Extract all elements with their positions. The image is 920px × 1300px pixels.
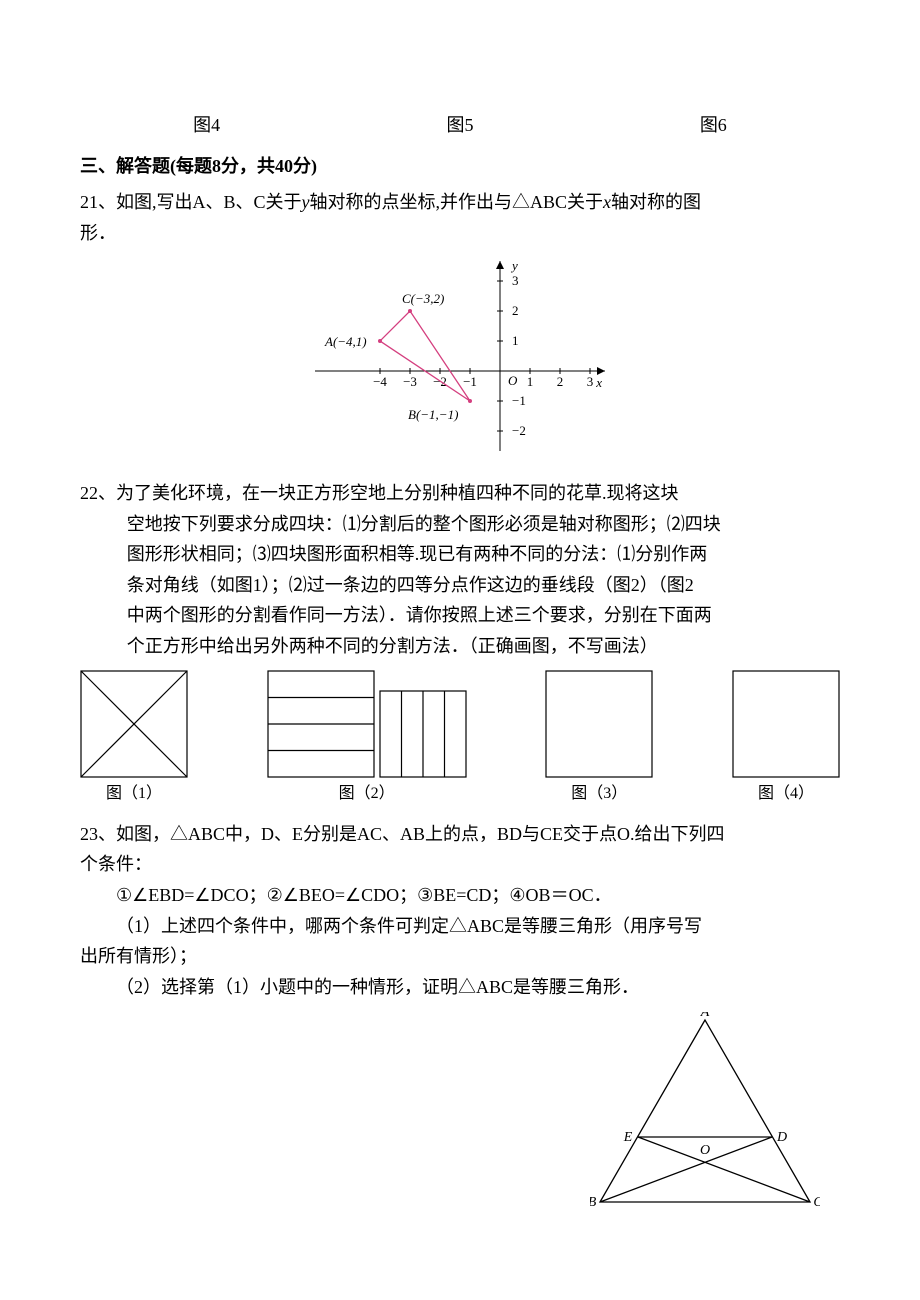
square-label-2: 图（2） [267,780,467,807]
square-label-3: 图（3） [545,780,653,807]
fig6-label: 图6 [587,110,840,141]
q23-triangle-figure: A B C E D O [80,1012,840,1222]
svg-text:−3: −3 [403,374,417,389]
q22-number: 22、 [80,483,116,503]
q21-yvar: y [302,192,310,212]
square-cell-1: 图（1） [80,670,188,807]
svg-text:O: O [508,373,518,388]
square-cell-3: 图（3） [545,670,653,807]
q22-p2: 空地按下列要求分成四块：⑴分割后的整个图形必须是轴对称图形；⑵四块 [80,509,840,540]
q21-text-d: 形． [80,218,840,249]
square-label-1: 图（1） [80,780,188,807]
q23-sub1a: （1）上述四个条件中，哪两个条件可判定△ABC是等腰三角形（用序号写 [116,916,702,936]
svg-text:D: D [776,1130,787,1145]
q23-sub1b: 出所有情形）； [80,941,840,972]
svg-text:−2: −2 [512,423,526,438]
svg-text:O: O [700,1143,710,1158]
svg-text:−4: −4 [373,374,387,389]
square-label-4: 图（4） [732,780,840,807]
q23-number: 23、 [80,824,116,844]
q23-text-a: 如图，△ABC中，D、E分别是AC、AB上的点，BD与CE交于点O.给出下列四 [116,824,725,844]
svg-text:y: y [510,258,518,273]
triangle-svg: A B C E D O [590,1012,820,1212]
square-cell-2: 图（2） [267,670,467,807]
svg-text:A: A [700,1012,710,1020]
coord-plane-svg: −4−3−2−1123−2−1123OxyA(−4,1)B(−1,−1)C(−3… [310,256,610,456]
svg-text:−1: −1 [463,374,477,389]
question-21: 21、如图,写出A、B、C关于y轴对称的点坐标,并作出与△ABC关于x轴对称的图… [80,187,840,248]
q23-sub2: （2）选择第（1）小题中的一种情形，证明△ABC是等腰三角形． [80,972,840,1003]
svg-text:B(−1,−1): B(−1,−1) [408,407,458,422]
q23-text-b: 个条件： [80,849,840,880]
square-fig-3 [545,670,653,778]
svg-text:B: B [590,1195,597,1210]
svg-text:3: 3 [587,374,594,389]
square-fig-2 [267,670,467,778]
svg-text:x: x [595,375,602,390]
svg-text:1: 1 [512,333,519,348]
q21-coordinate-figure: −4−3−2−1123−2−1123OxyA(−4,1)B(−1,−1)C(−3… [80,256,840,466]
q21-text-c: 轴对称的图 [611,192,701,212]
svg-text:A(−4,1): A(−4,1) [324,334,367,349]
q21-number: 21、 [80,192,116,212]
svg-text:3: 3 [512,273,519,288]
svg-text:C: C [813,1195,820,1210]
q23-cond: ①∠EBD=∠DCO；②∠BEO=∠CDO；③BE=CD；④OB＝OC． [80,880,840,911]
question-22: 22、为了美化环境，在一块正方形空地上分别种植四种不同的花草.现将这块 空地按下… [80,478,840,662]
square-cell-4: 图（4） [732,670,840,807]
q21-xvar: x [603,192,611,212]
q22-p1: 为了美化环境，在一块正方形空地上分别种植四种不同的花草.现将这块 [116,483,679,503]
q21-text-b: 轴对称的点坐标,并作出与△ABC关于 [310,192,604,212]
square-fig-1 [80,670,188,778]
q22-p4: 条对角线（如图1）；⑵过一条边的四等分点作这边的垂线段（图2）（图2 [80,570,840,601]
q22-p6: 个正方形中给出另外两种不同的分割方法．（正确画图，不写画法） [80,631,840,662]
square-fig-4 [732,670,840,778]
svg-text:2: 2 [557,374,564,389]
top-figure-labels: 图4 图5 图6 [80,110,840,141]
svg-text:−1: −1 [512,393,526,408]
fig5-label: 图5 [333,110,586,141]
section3-title: 三、解答题(每题8分，共40分) [80,151,840,182]
svg-text:1: 1 [527,374,534,389]
svg-text:C(−3,2): C(−3,2) [402,291,444,306]
svg-text:E: E [623,1130,633,1145]
q22-p5: 中两个图形的分割看作同一方法）．请你按照上述三个要求，分别在下面两 [80,600,840,631]
question-23: 23、如图，△ABC中，D、E分别是AC、AB上的点，BD与CE交于点O.给出下… [80,819,840,1003]
q22-squares-row: 图（1） 图（2） 图（3） 图（4） [80,670,840,807]
svg-text:2: 2 [512,303,519,318]
fig4-label: 图4 [80,110,333,141]
q21-text-a: 如图,写出A、B、C关于 [116,192,302,212]
q22-p3: 图形形状相同；⑶四块图形面积相等.现已有两种不同的分法：⑴分别作两 [80,539,840,570]
